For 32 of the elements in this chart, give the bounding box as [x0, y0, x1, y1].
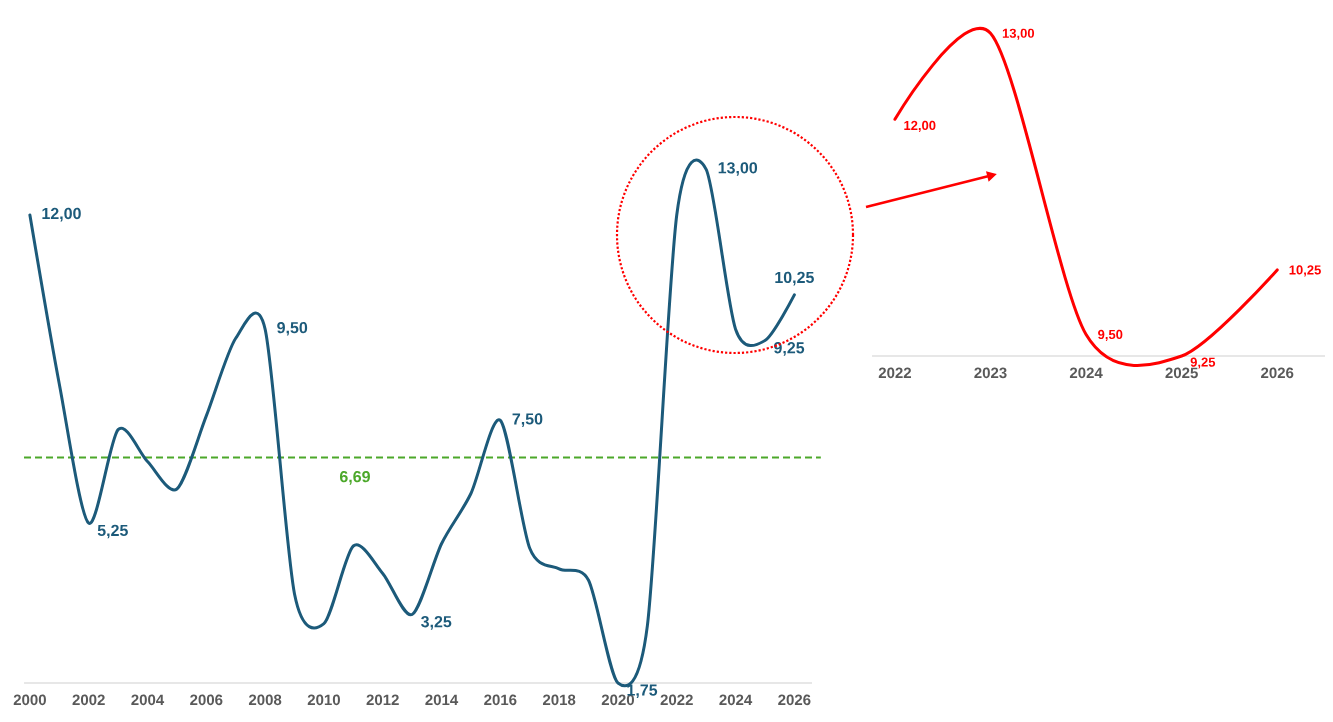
data-label: 7,50 — [512, 413, 543, 427]
data-label: 9,25 — [1190, 357, 1216, 369]
x-tick-label: 2016 — [484, 694, 517, 706]
x-tick-label: 2023 — [974, 367, 1007, 379]
x-tick-label: 2014 — [425, 694, 459, 706]
data-label: 13,00 — [1002, 28, 1035, 40]
data-label: 3,25 — [421, 616, 452, 630]
data-label: 13,00 — [718, 162, 758, 176]
data-label: 12,00 — [904, 120, 936, 132]
x-tick-label: 2012 — [366, 694, 399, 706]
x-tick-label: 2006 — [190, 694, 223, 706]
x-tick-label: 2010 — [307, 694, 340, 706]
x-tick-label: 2022 — [878, 367, 912, 379]
ref-line-label: 6,69 — [339, 470, 370, 485]
x-tick-label: 2002 — [72, 694, 105, 706]
data-label: 5,25 — [97, 524, 128, 539]
data-label: 9,25 — [774, 342, 805, 356]
x-tick-label: 2026 — [778, 694, 811, 706]
data-label: 10,25 — [775, 271, 814, 286]
x-tick-label: 2004 — [131, 694, 165, 706]
x-tick-label: 2018 — [542, 694, 576, 706]
x-tick-label: 2024 — [1069, 367, 1103, 379]
x-tick-label: 2022 — [660, 694, 693, 706]
x-tick-label: 2000 — [13, 694, 46, 706]
data-label: 9,50 — [277, 321, 308, 336]
x-tick-label: 2008 — [248, 694, 282, 706]
data-label: 12,00 — [42, 207, 81, 222]
data-label: 10,25 — [1289, 265, 1321, 277]
data-label: 9,50 — [1098, 329, 1123, 341]
x-tick-label: 2024 — [719, 694, 753, 706]
x-tick-label: 2026 — [1261, 367, 1294, 379]
x-tick-label: 2025 — [1165, 367, 1198, 379]
